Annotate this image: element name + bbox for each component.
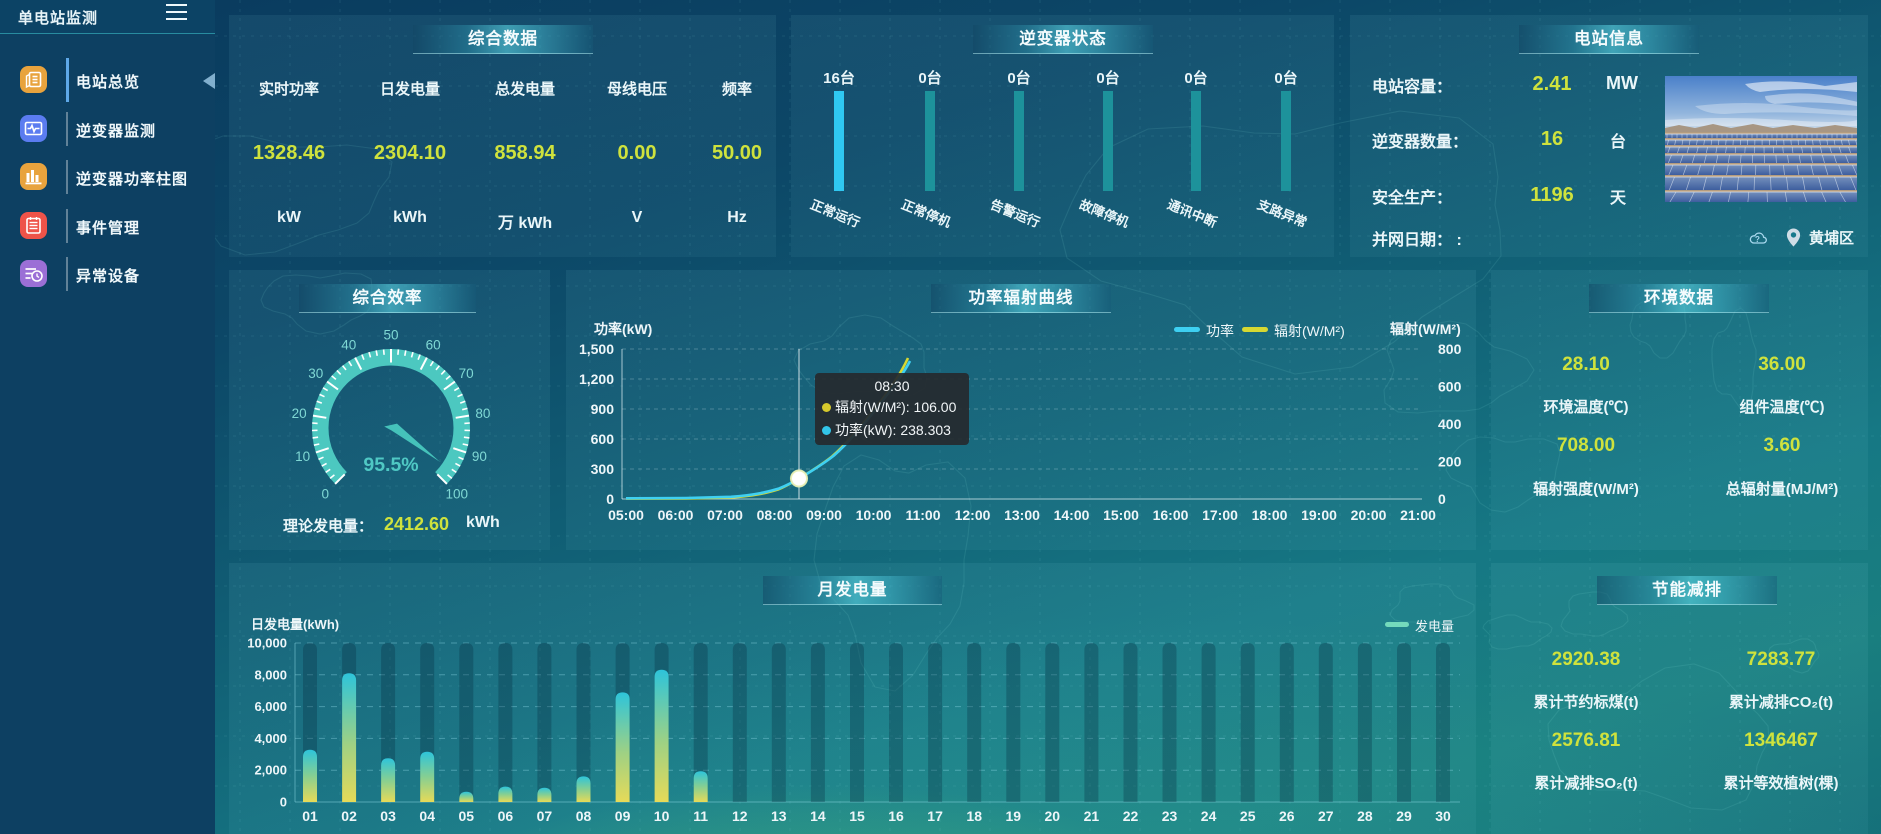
svg-text:200: 200	[1438, 454, 1462, 470]
svg-text:功率: 功率	[1206, 323, 1234, 339]
svg-text:05:00: 05:00	[608, 507, 644, 523]
svg-text:8,000: 8,000	[254, 667, 287, 682]
svg-text:20: 20	[292, 406, 307, 421]
svg-text:13: 13	[771, 808, 787, 824]
svg-text:06: 06	[498, 808, 514, 824]
svg-text:12:00: 12:00	[955, 507, 991, 523]
svg-text:18: 18	[966, 808, 982, 824]
svg-text:21: 21	[1084, 808, 1100, 824]
svg-text:0: 0	[280, 795, 287, 810]
svg-text:10:00: 10:00	[856, 507, 892, 523]
svg-text:17: 17	[927, 808, 943, 824]
svg-text:0: 0	[606, 491, 614, 507]
svg-text:26: 26	[1279, 808, 1295, 824]
svg-text:09: 09	[615, 808, 631, 824]
svg-text:20: 20	[1045, 808, 1061, 824]
svg-text:?: ?	[1755, 235, 1760, 244]
svg-text:50: 50	[383, 328, 398, 343]
svg-text:29: 29	[1396, 808, 1412, 824]
svg-text:07:00: 07:00	[707, 507, 743, 523]
svg-text:400: 400	[1438, 416, 1462, 432]
svg-text:90: 90	[472, 449, 487, 464]
svg-text:05: 05	[459, 808, 475, 824]
svg-text:100: 100	[446, 486, 469, 501]
svg-text:发电量: 发电量	[1415, 619, 1454, 634]
svg-text:24: 24	[1201, 808, 1217, 824]
svg-text:02: 02	[341, 808, 357, 824]
svg-text:4,000: 4,000	[254, 731, 287, 746]
svg-text:16:00: 16:00	[1153, 507, 1189, 523]
svg-text:95.5%: 95.5%	[363, 454, 418, 476]
svg-text:900: 900	[591, 401, 615, 417]
svg-text:19: 19	[1006, 808, 1022, 824]
svg-text:08: 08	[576, 808, 592, 824]
svg-text:13:00: 13:00	[1004, 507, 1040, 523]
svg-text:70: 70	[459, 366, 474, 381]
svg-text:11: 11	[693, 808, 708, 824]
svg-text:40: 40	[341, 338, 356, 353]
svg-text:23: 23	[1162, 808, 1178, 824]
svg-text:20:00: 20:00	[1351, 507, 1387, 523]
svg-text:04: 04	[419, 808, 435, 824]
svg-text:功率(kW): 功率(kW)	[594, 321, 652, 337]
svg-text:12: 12	[732, 808, 748, 824]
svg-text:03: 03	[380, 808, 396, 824]
svg-text:11:00: 11:00	[905, 507, 940, 523]
svg-text:09:00: 09:00	[806, 507, 842, 523]
svg-text:2,000: 2,000	[254, 763, 287, 778]
svg-text:08:00: 08:00	[757, 507, 793, 523]
svg-text:60: 60	[426, 338, 441, 353]
svg-text:800: 800	[1438, 341, 1462, 357]
svg-text:17:00: 17:00	[1202, 507, 1238, 523]
svg-text:1,500: 1,500	[579, 341, 614, 357]
svg-text:0: 0	[321, 486, 329, 501]
svg-text:80: 80	[475, 406, 490, 421]
svg-text:27: 27	[1318, 808, 1334, 824]
svg-text:6,000: 6,000	[254, 699, 287, 714]
svg-text:600: 600	[591, 431, 615, 447]
svg-text:辐射(W/M²): 辐射(W/M²)	[1390, 321, 1461, 337]
svg-text:0: 0	[1438, 491, 1446, 507]
svg-text:300: 300	[591, 461, 615, 477]
svg-text:19:00: 19:00	[1301, 507, 1337, 523]
svg-text:600: 600	[1438, 379, 1462, 395]
svg-text:06:00: 06:00	[658, 507, 694, 523]
svg-text:10,000: 10,000	[247, 636, 287, 651]
svg-text:22: 22	[1123, 808, 1139, 824]
svg-text:10: 10	[654, 808, 670, 824]
svg-text:14:00: 14:00	[1054, 507, 1090, 523]
svg-text:30: 30	[1435, 808, 1451, 824]
svg-text:25: 25	[1240, 808, 1256, 824]
svg-text:30: 30	[308, 366, 323, 381]
svg-text:28: 28	[1357, 808, 1373, 824]
svg-text:辐射(W/M²): 辐射(W/M²)	[1274, 323, 1345, 339]
svg-text:21:00: 21:00	[1400, 507, 1436, 523]
svg-text:1,200: 1,200	[579, 371, 614, 387]
svg-text:16: 16	[888, 808, 904, 824]
svg-text:18:00: 18:00	[1252, 507, 1288, 523]
svg-text:10: 10	[295, 449, 310, 464]
svg-text:01: 01	[302, 808, 318, 824]
svg-text:14: 14	[810, 808, 826, 824]
svg-text:15:00: 15:00	[1103, 507, 1139, 523]
svg-text:07: 07	[537, 808, 553, 824]
svg-text:日发电量(kWh): 日发电量(kWh)	[251, 617, 339, 632]
svg-text:15: 15	[849, 808, 865, 824]
